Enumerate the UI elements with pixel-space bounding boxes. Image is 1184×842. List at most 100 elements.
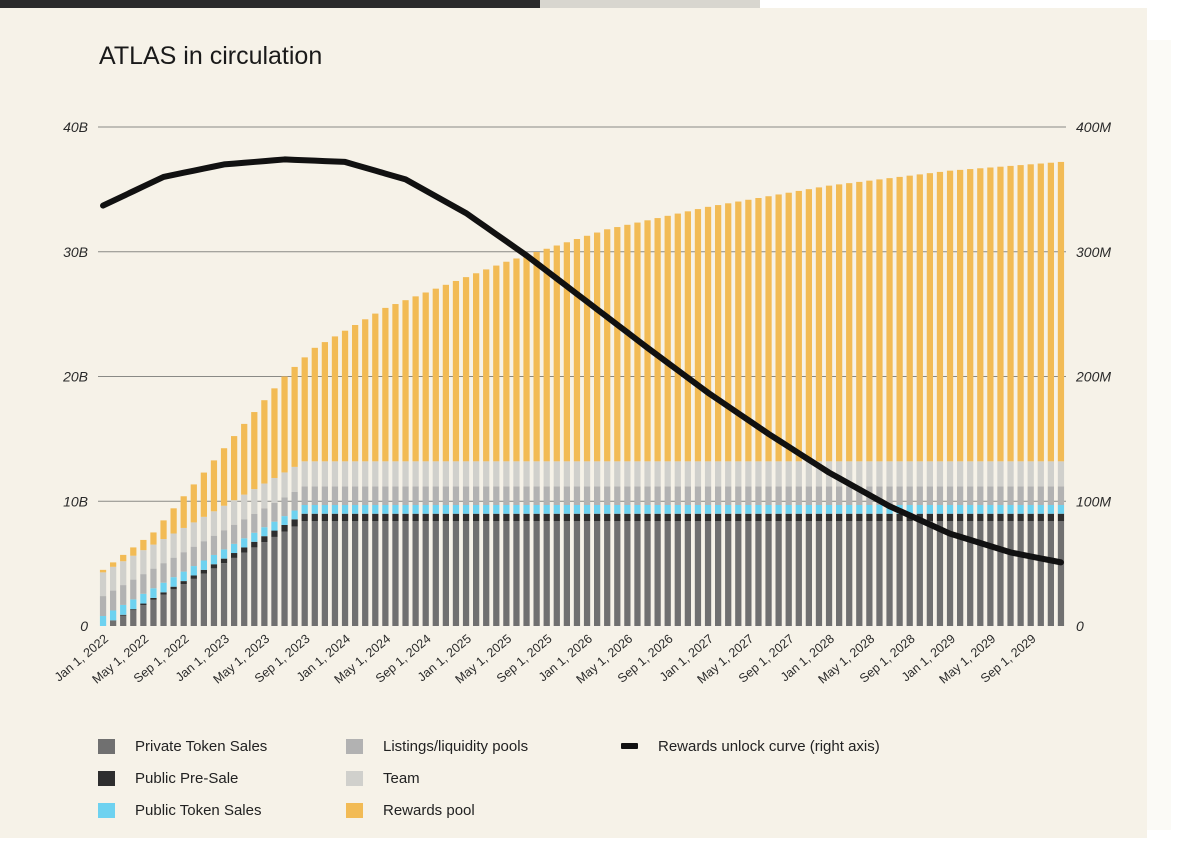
bar-team: [583, 461, 591, 487]
bar-team: [261, 483, 268, 509]
bar-team: [533, 461, 540, 487]
bar-public-token-sales: [936, 504, 944, 514]
bar-public-pre-sale: [704, 513, 712, 522]
legend-item: Public Token Sales: [98, 800, 261, 820]
bar-private-token-sales: [846, 521, 853, 626]
legend-label: Public Token Sales: [135, 801, 262, 819]
bar-listings-liquidity-pools: [301, 486, 308, 505]
bar-listings-liquidity-pools: [170, 557, 177, 578]
bar-public-token-sales: [604, 504, 611, 514]
bar-team: [452, 461, 460, 487]
bar-private-token-sales: [180, 584, 187, 626]
curve-layer: [100, 156, 1064, 566]
bar-public-pre-sale: [553, 513, 560, 522]
legend-swatch: [346, 738, 363, 754]
bar-private-token-sales: [654, 521, 661, 626]
bar-private-token-sales: [442, 521, 449, 626]
bar-private-token-sales: [594, 521, 601, 626]
bar-private-token-sales: [775, 521, 782, 626]
bar-listings-liquidity-pools: [150, 568, 157, 589]
bar-team: [594, 461, 601, 487]
bar-listings-liquidity-pools: [604, 486, 611, 505]
bar-team: [765, 461, 772, 487]
bar-listings-liquidity-pools: [957, 486, 964, 505]
bar-public-token-sales: [503, 504, 510, 514]
bar-listings-liquidity-pools: [805, 486, 812, 505]
bar-rewards-pool: [402, 300, 409, 462]
bar-public-token-sales: [513, 504, 520, 514]
bar-public-pre-sale: [372, 513, 379, 522]
bar-private-token-sales: [493, 521, 500, 626]
bar-public-token-sales: [946, 504, 954, 514]
bar-rewards-pool: [251, 412, 258, 490]
bar-private-token-sales: [916, 521, 923, 626]
bar-listings-liquidity-pools: [946, 486, 954, 505]
bar-team: [392, 461, 399, 487]
bar-public-token-sales: [402, 504, 409, 514]
bar-public-pre-sale: [1047, 513, 1054, 522]
bar-public-token-sales: [422, 504, 429, 514]
bar-public-pre-sale: [644, 513, 651, 522]
bar-public-token-sales: [664, 504, 671, 514]
bar-listings-liquidity-pools: [321, 486, 328, 505]
bar-rewards-pool: [110, 562, 117, 567]
bar-rewards-pool: [462, 277, 470, 462]
bar-public-pre-sale: [926, 513, 933, 522]
bar-private-token-sales: [997, 521, 1004, 626]
card-edge: [1147, 40, 1171, 830]
bar-listings-liquidity-pools: [1017, 486, 1024, 505]
bar-team: [412, 461, 419, 487]
bar-public-token-sales: [382, 504, 389, 514]
bar-private-token-sales: [513, 521, 520, 626]
legend-item: Rewards pool: [346, 800, 475, 820]
bar-rewards-pool: [382, 307, 389, 462]
bar-listings-liquidity-pools: [442, 486, 449, 505]
bar-rewards-pool: [140, 539, 147, 551]
bar-public-pre-sale: [684, 513, 691, 522]
bar-team: [977, 461, 984, 487]
bar-rewards-pool: [311, 347, 318, 462]
bar-rewards-pool: [372, 313, 379, 462]
bar-listings-liquidity-pools: [120, 585, 127, 605]
bar-team: [866, 461, 873, 487]
bar-public-pre-sale: [261, 536, 268, 543]
bar-private-token-sales: [785, 521, 792, 626]
bar-listings-liquidity-pools: [634, 486, 641, 505]
bar-public-token-sales: [957, 504, 964, 514]
bar-private-token-sales: [422, 521, 429, 626]
bar-private-token-sales: [987, 521, 994, 626]
bar-private-token-sales: [200, 573, 207, 626]
bar-private-token-sales: [936, 521, 944, 626]
bar-public-pre-sale: [442, 513, 449, 522]
bar-public-token-sales: [452, 504, 460, 514]
bar-public-token-sales: [99, 616, 107, 626]
bar-public-token-sales: [836, 504, 843, 514]
bar-team: [926, 461, 933, 487]
bar-listings-liquidity-pools: [846, 486, 853, 505]
bar-rewards-pool: [785, 192, 792, 462]
bar-private-token-sales: [372, 521, 379, 626]
bar-rewards-pool: [825, 185, 833, 462]
bar-listings-liquidity-pools: [503, 486, 510, 505]
bar-rewards-pool: [876, 179, 883, 462]
bar-listings-liquidity-pools: [362, 486, 369, 505]
bar-public-pre-sale: [210, 564, 218, 569]
bar-public-pre-sale: [654, 513, 661, 522]
bar-rewards-pool: [190, 484, 197, 523]
bar-public-token-sales: [1057, 504, 1065, 514]
bar-rewards-pool: [553, 245, 560, 462]
legend-swatch: [621, 743, 638, 749]
bar-public-pre-sale: [967, 513, 974, 522]
bar-private-token-sales: [715, 521, 722, 626]
bar-listings-liquidity-pools: [856, 486, 863, 505]
bar-listings-liquidity-pools: [402, 486, 409, 505]
bar-listings-liquidity-pools: [916, 486, 923, 505]
bar-public-pre-sale: [523, 513, 530, 522]
bar-rewards-pool: [614, 227, 621, 462]
bar-listings-liquidity-pools: [704, 486, 712, 505]
bar-listings-liquidity-pools: [200, 541, 207, 561]
bar-listings-liquidity-pools: [291, 491, 298, 511]
bar-rewards-pool: [654, 218, 661, 462]
bar-public-pre-sale: [664, 513, 671, 522]
bar-public-pre-sale: [725, 513, 732, 522]
